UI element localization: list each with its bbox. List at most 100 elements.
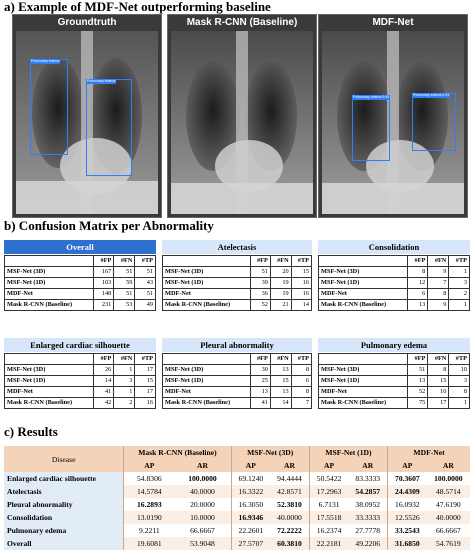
count-cell: 51 bbox=[134, 288, 156, 300]
metric-value: 16.2893 bbox=[123, 498, 175, 511]
metric-value: 54.8306 bbox=[123, 472, 175, 485]
count-cell: 3 bbox=[448, 277, 470, 289]
blank-cell bbox=[317, 353, 409, 365]
mdfnet-panel: MDF-Net Pulmonary edema 0.94 Pulmonary e… bbox=[318, 14, 468, 218]
metric-value: 66.6667 bbox=[426, 524, 470, 537]
metric-value: 9.2211 bbox=[123, 524, 175, 537]
section-a-title: a) Example of MDF-Net outperforming base… bbox=[4, 0, 271, 14]
count-cell: 52 bbox=[249, 299, 271, 311]
row-label: MDF-Net bbox=[3, 288, 95, 300]
count-cell: 15 bbox=[269, 375, 292, 387]
count-cell: 51 bbox=[407, 364, 429, 376]
count-cell: 6 bbox=[290, 375, 313, 387]
count-cell: 52 bbox=[407, 386, 429, 398]
row-label: MSF-Net (3D) bbox=[3, 364, 95, 376]
table-row: MDF-Net 41 1 17 bbox=[3, 386, 156, 398]
metric-value: 50.5422 bbox=[308, 472, 349, 485]
metric-value: 72.2222 bbox=[270, 524, 310, 537]
count-cell: 30 bbox=[249, 364, 271, 376]
count-cell: 13 bbox=[269, 386, 292, 398]
table-row: Mask R-CNN (Baseline) 42 2 16 bbox=[3, 397, 156, 409]
count-cell: 14 bbox=[93, 375, 115, 387]
count-cell: 3 bbox=[113, 375, 136, 387]
metric-value: 16.3322 bbox=[230, 485, 271, 498]
column-header: #FN bbox=[269, 353, 292, 365]
row-label: Mask R-CNN (Baseline) bbox=[162, 299, 251, 311]
count-cell: 1 bbox=[448, 266, 470, 278]
blank-cell bbox=[3, 255, 95, 267]
count-cell: 1 bbox=[113, 364, 136, 376]
table-row: MDF-Net 36 19 16 bbox=[162, 288, 313, 300]
confusion-block-title: Overall bbox=[4, 240, 156, 254]
table-row: MSF-Net (1D) 13 15 3 bbox=[317, 375, 470, 387]
table-row: MDF-Net 52 10 8 bbox=[317, 386, 470, 398]
count-cell: 14 bbox=[290, 299, 313, 311]
count-cell: 8 bbox=[427, 288, 450, 300]
column-header: #FP bbox=[407, 255, 429, 267]
row-label: MDF-Net bbox=[317, 288, 409, 300]
column-header: #FP bbox=[249, 353, 271, 365]
metric-value: 70.3607 bbox=[387, 472, 427, 485]
confusion-block-title: Pulmonary edema bbox=[318, 338, 470, 352]
metric-header: AP bbox=[387, 459, 427, 472]
row-label: MSF-Net (3D) bbox=[3, 266, 95, 278]
table-row: MSF-Net (1D) 103 59 43 bbox=[3, 277, 156, 289]
table-row: MSF-Net (3D) 51 20 15 bbox=[162, 266, 313, 278]
count-cell: 43 bbox=[134, 277, 156, 289]
count-cell: 49 bbox=[134, 299, 156, 311]
table-row: MSF-Net (3D) 167 51 51 bbox=[3, 266, 156, 278]
confusion-block-title: Enlarged cardiac silhouette bbox=[4, 338, 156, 352]
metric-header: AP bbox=[123, 459, 175, 472]
table-row: MSF-Net (1D) 25 15 6 bbox=[162, 375, 313, 387]
metric-value: 38.0952 bbox=[348, 498, 388, 511]
results-row: Pulmonary edema 9.2211 66.6667 22.2601 72.22… bbox=[4, 524, 470, 537]
metric-value: 33.2543 bbox=[387, 524, 427, 537]
row-label: Mask R-CNN (Baseline) bbox=[3, 397, 95, 409]
metric-value: 52.3810 bbox=[270, 498, 310, 511]
column-header: #FP bbox=[407, 353, 429, 365]
box-label: Pulmonary edema bbox=[86, 79, 117, 84]
count-cell: 13 bbox=[407, 375, 429, 387]
confusion-block-title: Atelectasis bbox=[162, 240, 312, 254]
count-cell: 15 bbox=[290, 266, 313, 278]
metric-value: 10.0000 bbox=[174, 511, 232, 524]
row-label: MDF-Net bbox=[317, 386, 409, 398]
prediction-box: Pulmonary edema 0.94 bbox=[352, 95, 391, 161]
count-cell: 231 bbox=[93, 299, 115, 311]
metric-value: 24.4309 bbox=[387, 485, 427, 498]
table-row: Mask R-CNN (Baseline) 231 53 49 bbox=[3, 299, 156, 311]
count-cell: 42 bbox=[93, 397, 115, 409]
count-cell: 103 bbox=[93, 277, 115, 289]
row-label: MSF-Net (3D) bbox=[317, 266, 409, 278]
count-cell: 16 bbox=[134, 397, 156, 409]
metric-value: 16.2374 bbox=[308, 524, 349, 537]
count-cell: 1 bbox=[448, 299, 470, 311]
blank-cell bbox=[162, 353, 251, 365]
row-label: Mask R-CNN (Baseline) bbox=[162, 397, 251, 409]
count-cell: 59 bbox=[113, 277, 136, 289]
count-cell: 9 bbox=[427, 266, 450, 278]
count-cell: 36 bbox=[249, 288, 271, 300]
metric-value: 22.2601 bbox=[230, 524, 271, 537]
groundtruth-panel: Groundtruth Pulmonary edema Pulmonary ed… bbox=[12, 14, 162, 218]
blank-cell bbox=[3, 353, 95, 365]
count-cell: 26 bbox=[93, 364, 115, 376]
metric-value: 100.0000 bbox=[426, 472, 470, 485]
column-header: #TP bbox=[290, 255, 313, 267]
metric-header: AR bbox=[426, 459, 470, 472]
confusion-block-title: Consolidation bbox=[318, 240, 470, 254]
count-cell: 10 bbox=[427, 386, 450, 398]
table-row: Mask R-CNN (Baseline) 52 21 14 bbox=[162, 299, 313, 311]
count-cell: 17 bbox=[134, 364, 156, 376]
count-cell: 3 bbox=[448, 375, 470, 387]
count-cell: 8 bbox=[407, 266, 429, 278]
count-cell: 2 bbox=[113, 397, 136, 409]
column-header: #TP bbox=[290, 353, 313, 365]
metric-value: 54.2857 bbox=[348, 485, 388, 498]
column-header: #TP bbox=[134, 255, 156, 267]
count-cell: 8 bbox=[427, 364, 450, 376]
metric-value: 66.6667 bbox=[174, 524, 232, 537]
model-header: MSF-Net (3D) bbox=[230, 446, 310, 459]
confusion-table: #FP #FN #TP MSF-Net (3D) 30 13 8 MSF-Net (1D) 25… bbox=[162, 353, 313, 409]
count-cell: 148 bbox=[93, 288, 115, 300]
